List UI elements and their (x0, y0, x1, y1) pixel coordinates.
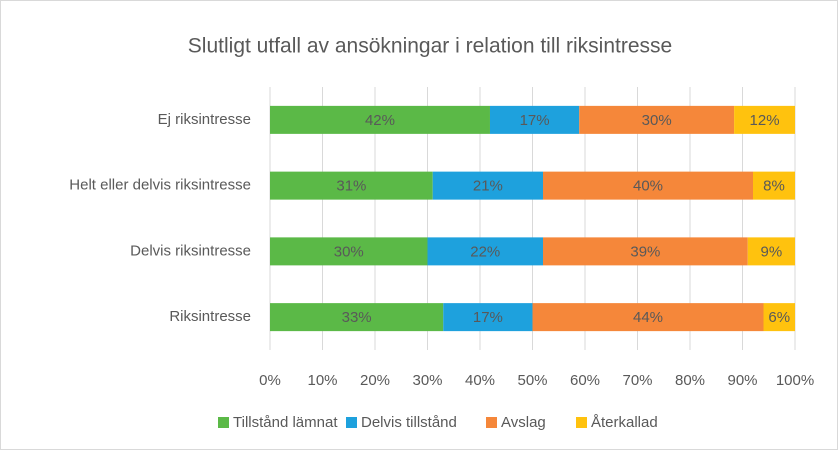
bar-segment (579, 105, 735, 134)
x-tick-label: 90% (727, 372, 757, 389)
legend-swatch (576, 417, 587, 428)
bar-segment (270, 237, 428, 266)
data-label: 21% (473, 178, 503, 195)
data-label: 30% (334, 243, 364, 260)
legend-label: Avslag (501, 414, 546, 431)
x-tick-label: 60% (570, 372, 600, 389)
data-label: 30% (642, 112, 672, 129)
legend-label: Tillstånd lämnat (233, 414, 338, 431)
data-label: 22% (470, 243, 500, 260)
bar-segment (532, 303, 764, 332)
bar-segment (543, 237, 748, 266)
data-label: 44% (633, 309, 663, 326)
bar-segment (753, 171, 795, 200)
data-label: 9% (761, 243, 783, 260)
bar-segment (543, 171, 753, 200)
data-label: 40% (633, 178, 663, 195)
data-label: 12% (750, 112, 780, 129)
x-tick-label: 10% (307, 372, 337, 389)
legend-label: Återkallad (591, 414, 658, 431)
legend-swatch (346, 417, 357, 428)
chart-title: Slutligt utfall av ansökningar i relatio… (188, 35, 672, 58)
data-label: 17% (473, 309, 503, 326)
data-label: 17% (520, 112, 550, 129)
x-tick-label: 20% (360, 372, 390, 389)
legend-label: Delvis tillstånd (361, 414, 457, 431)
bar-segment (270, 171, 433, 200)
x-tick-label: 50% (517, 372, 547, 389)
data-label: 39% (630, 243, 660, 260)
bar-segment (747, 237, 795, 266)
legend-swatch (218, 417, 229, 428)
bar-segment (427, 237, 543, 266)
data-label: 6% (768, 309, 790, 326)
y-tick-label: Delvis riksintresse (130, 242, 251, 259)
bar-segment (489, 105, 580, 134)
data-label: 8% (763, 178, 785, 195)
bar-segment (432, 171, 543, 200)
x-tick-label: 100% (776, 372, 814, 389)
data-label: 42% (365, 112, 395, 129)
x-tick-label: 80% (675, 372, 705, 389)
x-tick-label: 70% (622, 372, 652, 389)
data-label: 33% (342, 309, 372, 326)
bar-segment (443, 303, 533, 332)
bar-segment (270, 105, 490, 134)
y-tick-label: Helt eller delvis riksintresse (69, 177, 251, 194)
bar-segment (734, 105, 795, 134)
x-tick-label: 30% (412, 372, 442, 389)
y-tick-label: Ej riksintresse (158, 111, 251, 128)
data-label: 31% (336, 178, 366, 195)
legend-swatch (486, 417, 497, 428)
bar-segment (270, 303, 444, 332)
x-tick-label: 0% (259, 372, 281, 389)
bar-segment (763, 303, 795, 332)
x-tick-label: 40% (465, 372, 495, 389)
y-tick-label: Riksintresse (169, 308, 251, 325)
